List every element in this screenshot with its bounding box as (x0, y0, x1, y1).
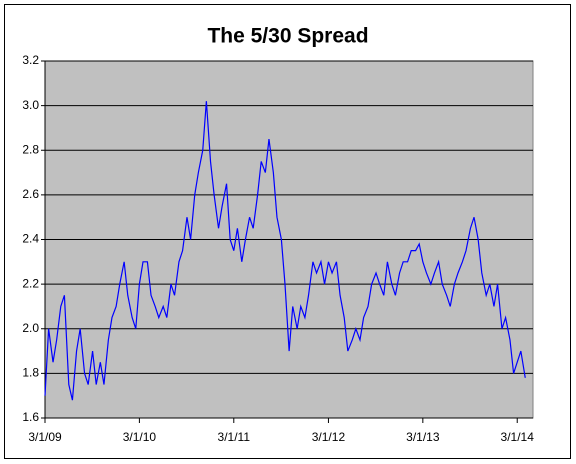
y-tick-label: 3.2 (22, 53, 39, 67)
y-tick-label: 1.6 (22, 410, 39, 424)
x-tick-label: 3/1/10 (123, 430, 157, 444)
y-tick-label: 2.0 (22, 321, 39, 335)
chart-title: The 5/30 Spread (207, 25, 368, 48)
x-tick-label: 3/1/09 (28, 430, 62, 444)
y-tick-label: 2.4 (22, 232, 39, 246)
y-tick-label: 2.6 (22, 187, 39, 201)
y-tick-label: 2.2 (22, 276, 39, 290)
x-tick-label: 3/1/12 (312, 430, 346, 444)
x-tick-label: 3/1/14 (501, 430, 535, 444)
y-tick-label: 2.8 (22, 142, 39, 156)
x-tick-label: 3/1/11 (218, 430, 251, 444)
y-tick-label: 1.8 (22, 366, 39, 380)
x-tick-label: 3/1/13 (406, 430, 440, 444)
y-tick-label: 3.0 (22, 98, 39, 112)
data-line (44, 101, 526, 401)
